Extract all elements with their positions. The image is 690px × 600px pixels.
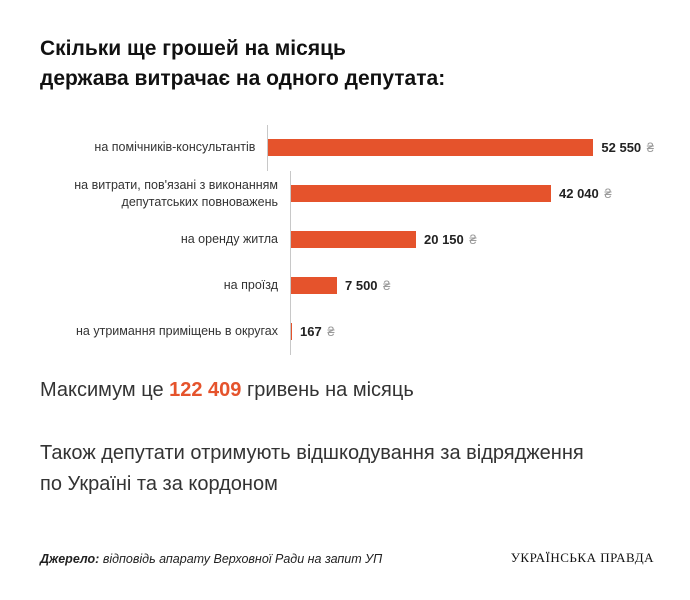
title-line-1: Скільки ще грошей на місяць (40, 37, 346, 60)
bar-label: на оренду житла (180, 232, 278, 247)
source-text: Джерело: відповідь апарату Верховної Рад… (40, 552, 382, 566)
page-title: Скільки ще грошей на місяць держава витр… (40, 34, 654, 95)
chart-row: на помічників-консультантів 52 550 ₴ (40, 124, 654, 171)
bar-area: 42 040 ₴ (290, 170, 654, 217)
max-amount: 122 409 (169, 378, 242, 401)
bar-label: на помічників-консультантів (94, 140, 256, 155)
bar-value: 42 040 ₴ (559, 186, 612, 201)
bar (291, 323, 292, 341)
chart-row: на утримання приміщень в округах 167 ₴ (40, 308, 654, 355)
chart-row: на проїзд 7 500 ₴ (40, 262, 654, 309)
bar-value-number: 52 550 (601, 140, 642, 156)
bar-chart: на помічників-консультантів 52 550 ₴ на ви… (40, 124, 654, 355)
title-line-2: держава витрачає на одного депутата: (40, 67, 446, 91)
hryvnia-sign: ₴ (600, 186, 612, 202)
bar-value: 7 500 ₴ (345, 278, 390, 293)
bar-value-number: 20 150 (424, 232, 464, 248)
footer: Джерело: відповідь апарату Верховної Рад… (40, 550, 654, 566)
bar-area: 167 ₴ (290, 308, 654, 355)
bar-value-number: 167 (300, 324, 322, 340)
chart-row: на витрати, пов'язані з виконанням депут… (40, 170, 654, 217)
bar-value-number: 7 500 (345, 278, 378, 294)
summary-text: Максимум це 122 409 гривень на місяць (40, 379, 654, 402)
bar-area: 52 550 ₴ (267, 124, 654, 171)
bar (291, 277, 337, 295)
bar-label: на утримання приміщень в округах (76, 324, 278, 339)
source-label: Джерело: (40, 552, 100, 566)
bar-label: на витрати, пов'язані з виконанням депут… (74, 178, 278, 209)
hryvnia-sign: ₴ (465, 232, 477, 248)
bar-value: 20 150 ₴ (424, 232, 477, 247)
hryvnia-sign: ₴ (643, 140, 654, 156)
bar-value-number: 42 040 (559, 186, 599, 202)
bar-area: 7 500 ₴ (290, 262, 654, 309)
hryvnia-sign: ₴ (379, 278, 391, 294)
chart-rows: на помічників-консультантів 52 550 ₴ на ви… (40, 124, 654, 355)
bar-area: 20 150 ₴ (290, 216, 654, 263)
ukrainska-pravda-logo: УКРАЇНСЬКА ПРАВДА (510, 550, 654, 565)
bar-value: 167 ₴ (300, 324, 335, 339)
bar-label: на проїзд (223, 278, 278, 293)
bar (291, 231, 416, 249)
source-value: відповідь апарату Верховної Ради на запи… (99, 552, 383, 566)
summary-prefix: Максимум це (40, 378, 170, 401)
note-text: Також депутати отримують відшкодування з… (40, 441, 584, 495)
bar-value: 52 550 ₴ (601, 140, 654, 155)
hryvnia-sign: ₴ (323, 324, 335, 340)
bar (291, 185, 551, 203)
bar (268, 139, 594, 157)
summary-suffix: гривень на місяць (241, 378, 414, 401)
chart-row: на оренду житла 20 150 ₴ (40, 216, 654, 263)
